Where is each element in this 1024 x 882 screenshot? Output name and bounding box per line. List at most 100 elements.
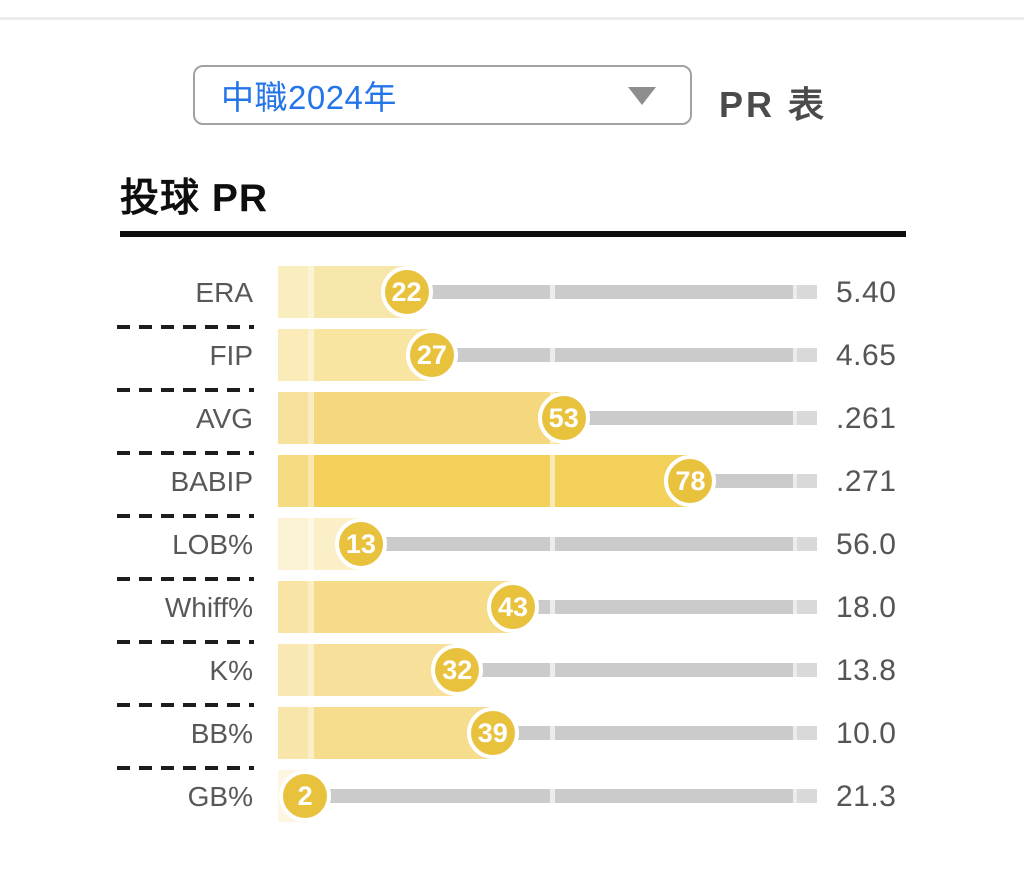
bar-gridline — [308, 266, 314, 318]
season-select-dropdown[interactable]: 中職2024年 — [193, 65, 692, 125]
pr-badge: 22 — [380, 266, 433, 318]
track-end-cap — [797, 726, 817, 740]
track-gridline — [793, 600, 797, 614]
pr-bar — [278, 455, 691, 507]
track-gridline — [793, 663, 797, 677]
track-gridline — [793, 285, 797, 299]
track-end-cap — [797, 348, 817, 362]
top-divider — [0, 17, 1024, 20]
stat-value: 10.0 — [836, 717, 897, 750]
bar-highlight — [278, 329, 308, 381]
bar-highlight — [278, 518, 308, 570]
pr-bar — [278, 329, 432, 381]
stat-value: 21.3 — [836, 780, 897, 813]
stat-label: ERA — [195, 277, 253, 308]
track-gridline — [550, 726, 555, 740]
track-gridline — [550, 789, 555, 803]
stat-value: 5.40 — [836, 276, 897, 309]
track-end-cap — [797, 474, 817, 488]
pr-badge: 2 — [279, 770, 332, 822]
pr-row: K% 32 13.8 — [120, 639, 910, 702]
pr-row: ERA 22 5.40 — [120, 261, 910, 324]
stat-label: BABIP — [170, 466, 253, 497]
pr-row: AVG 53 .261 — [120, 387, 910, 450]
bar-gridline — [308, 455, 314, 507]
track-end-cap — [797, 285, 817, 299]
track-gridline — [793, 726, 797, 740]
bar-highlight — [278, 581, 308, 633]
bar-highlight — [278, 455, 308, 507]
stat-value: 56.0 — [836, 528, 897, 561]
bar-region: 27 — [278, 329, 817, 381]
stat-value: 4.65 — [836, 339, 897, 372]
season-selected-value: 中職2024年 — [221, 79, 397, 116]
track-gridline — [793, 411, 797, 425]
pr-track — [278, 789, 817, 803]
bar-gridline — [550, 455, 555, 507]
pr-row: FIP 27 4.65 — [120, 324, 910, 387]
track-end-cap — [797, 789, 817, 803]
track-gridline — [550, 285, 555, 299]
track-gridline — [550, 663, 555, 677]
pr-row: Whiff% 43 18.0 — [120, 576, 910, 639]
bar-region: 39 — [278, 707, 817, 759]
pr-badge: 43 — [487, 581, 539, 633]
stat-label: AVG — [195, 403, 253, 434]
page-title: 投球 PR — [120, 177, 269, 220]
track-gridline — [550, 600, 555, 614]
bar-gridline — [308, 644, 314, 696]
row-separator — [117, 703, 254, 707]
track-gridline — [550, 537, 555, 551]
pr-badge: 78 — [664, 455, 717, 507]
row-separator — [117, 766, 254, 770]
bar-highlight — [278, 644, 308, 696]
bar-region: 22 — [278, 266, 817, 318]
stat-label: K% — [209, 655, 253, 686]
row-separator — [117, 514, 254, 518]
pr-badge: 13 — [334, 518, 387, 570]
pr-row: LOB% 13 56.0 — [120, 513, 910, 576]
pr-table-label: PR 表 — [719, 84, 828, 125]
bar-gridline — [308, 581, 314, 633]
bar-highlight — [278, 392, 308, 444]
track-gridline — [793, 789, 797, 803]
bar-region: 43 — [278, 581, 817, 633]
bar-region: 78 — [278, 455, 817, 507]
track-gridline — [793, 474, 797, 488]
bar-region: 53 — [278, 392, 817, 444]
stat-label: Whiff% — [164, 592, 253, 623]
stat-label: GB% — [187, 781, 253, 812]
track-end-cap — [797, 663, 817, 677]
row-separator — [117, 325, 254, 329]
pr-bar — [278, 392, 564, 444]
bar-highlight — [278, 266, 308, 318]
pr-badge: 53 — [537, 392, 590, 444]
pr-track — [278, 537, 817, 551]
stat-value: 13.8 — [836, 654, 897, 687]
pr-row: BB% 39 10.0 — [120, 702, 910, 765]
pr-bar — [278, 707, 493, 759]
stat-value: .261 — [836, 402, 897, 435]
title-rule — [120, 231, 906, 237]
track-end-cap — [797, 537, 817, 551]
row-separator — [117, 451, 254, 455]
track-gridline — [793, 537, 797, 551]
pr-row: BABIP 78 .271 — [120, 450, 910, 513]
pr-bar — [278, 581, 513, 633]
pr-badge: 39 — [466, 707, 519, 759]
bar-gridline — [308, 392, 314, 444]
bar-gridline — [308, 518, 314, 570]
row-separator — [117, 640, 254, 644]
stat-label: LOB% — [172, 529, 253, 560]
stat-value: 18.0 — [836, 591, 897, 624]
pr-badge: 27 — [405, 329, 458, 381]
bar-region: 13 — [278, 518, 817, 570]
row-separator — [117, 388, 254, 392]
pr-row: GB% 2 21.3 — [120, 765, 910, 828]
stat-label: FIP — [209, 340, 253, 371]
stat-label: BB% — [190, 718, 253, 749]
chevron-down-icon — [628, 87, 656, 105]
pr-bar — [278, 644, 458, 696]
track-end-cap — [797, 600, 817, 614]
stat-value: .271 — [836, 465, 897, 498]
